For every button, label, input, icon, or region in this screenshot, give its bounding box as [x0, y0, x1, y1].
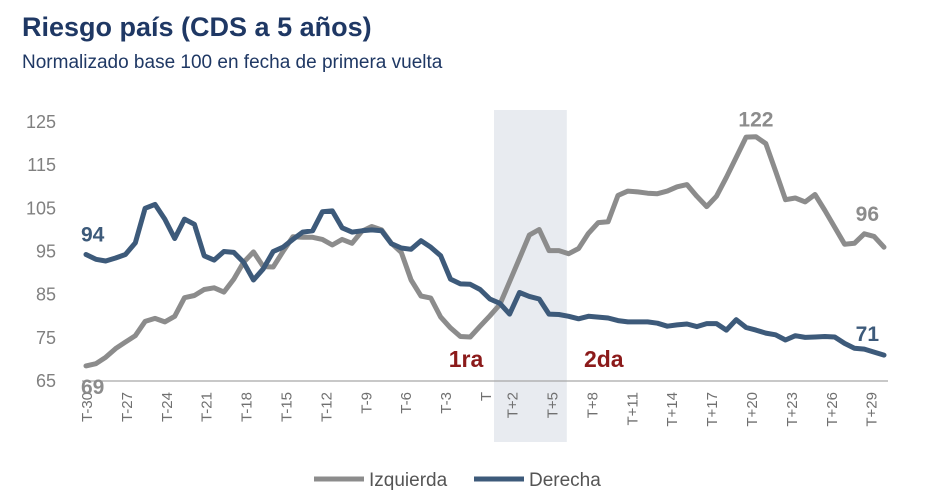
x-tick-label: T+5 — [545, 392, 562, 418]
annotation-second-round: 2da — [584, 346, 624, 372]
legend: Izquierda Derecha — [314, 470, 601, 491]
data-label-derecha-last: 71 — [856, 323, 880, 346]
data-labels: 69 96 122 94 71 — [81, 109, 879, 399]
y-axis: 65 75 85 95 105 115 125 — [26, 112, 56, 391]
x-tick-label: T-18 — [239, 392, 256, 422]
x-tick-label: T-30 — [79, 392, 96, 422]
chart-subtitle: Normalizado base 100 en fecha de primera… — [22, 52, 443, 73]
y-tick-label: 115 — [27, 155, 56, 175]
data-label-derecha-first: 94 — [81, 224, 105, 247]
x-tick-label: T-12 — [318, 392, 335, 422]
x-tick-label: T+20 — [744, 392, 761, 427]
period-shade — [494, 110, 567, 442]
chart-title: Riesgo país (CDS a 5 años) — [22, 12, 372, 42]
x-tick-label: T+14 — [664, 392, 681, 427]
y-tick-label: 75 — [36, 328, 56, 348]
data-label-izquierda-last: 96 — [856, 203, 879, 226]
x-axis: T-30 T-27 T-24 T-21 T-18 T-15 T-12 T-9 T-6 T-3 T T+… — [79, 392, 881, 427]
data-label-izquierda-peak: 122 — [738, 109, 773, 132]
legend-label-izquierda: Izquierda — [369, 470, 448, 491]
x-tick-label: T+8 — [584, 392, 601, 418]
x-tick-label: T-9 — [358, 392, 375, 414]
x-tick-label: T-6 — [398, 392, 415, 414]
x-tick-label: T+11 — [624, 392, 641, 426]
x-tick-label: T — [478, 392, 495, 401]
series-line-derecha — [83, 201, 887, 358]
x-tick-label: T-3 — [438, 392, 455, 414]
data-label-izquierda-first: 69 — [81, 376, 104, 399]
y-tick-label: 95 — [36, 242, 56, 262]
x-tick-label: T-21 — [199, 392, 216, 422]
x-tick-label: T-24 — [159, 392, 176, 422]
x-tick-label: T-27 — [119, 392, 136, 422]
annotation-first-round: 1ra — [449, 346, 484, 372]
series-lines — [83, 134, 887, 369]
x-tick-label: T+26 — [824, 392, 841, 427]
legend-label-derecha: Derecha — [529, 470, 601, 491]
y-tick-label: 65 — [36, 371, 56, 391]
y-tick-label: 125 — [26, 112, 56, 132]
x-tick-label: T-15 — [279, 392, 296, 422]
x-tick-label: T+17 — [704, 392, 721, 427]
x-tick-label: T+29 — [864, 392, 881, 427]
x-tick-label: T+2 — [505, 392, 522, 418]
series-line-izquierda — [83, 134, 887, 369]
y-tick-label: 85 — [36, 285, 56, 305]
x-tick-label: T+23 — [784, 392, 801, 427]
y-tick-label: 105 — [26, 198, 56, 218]
